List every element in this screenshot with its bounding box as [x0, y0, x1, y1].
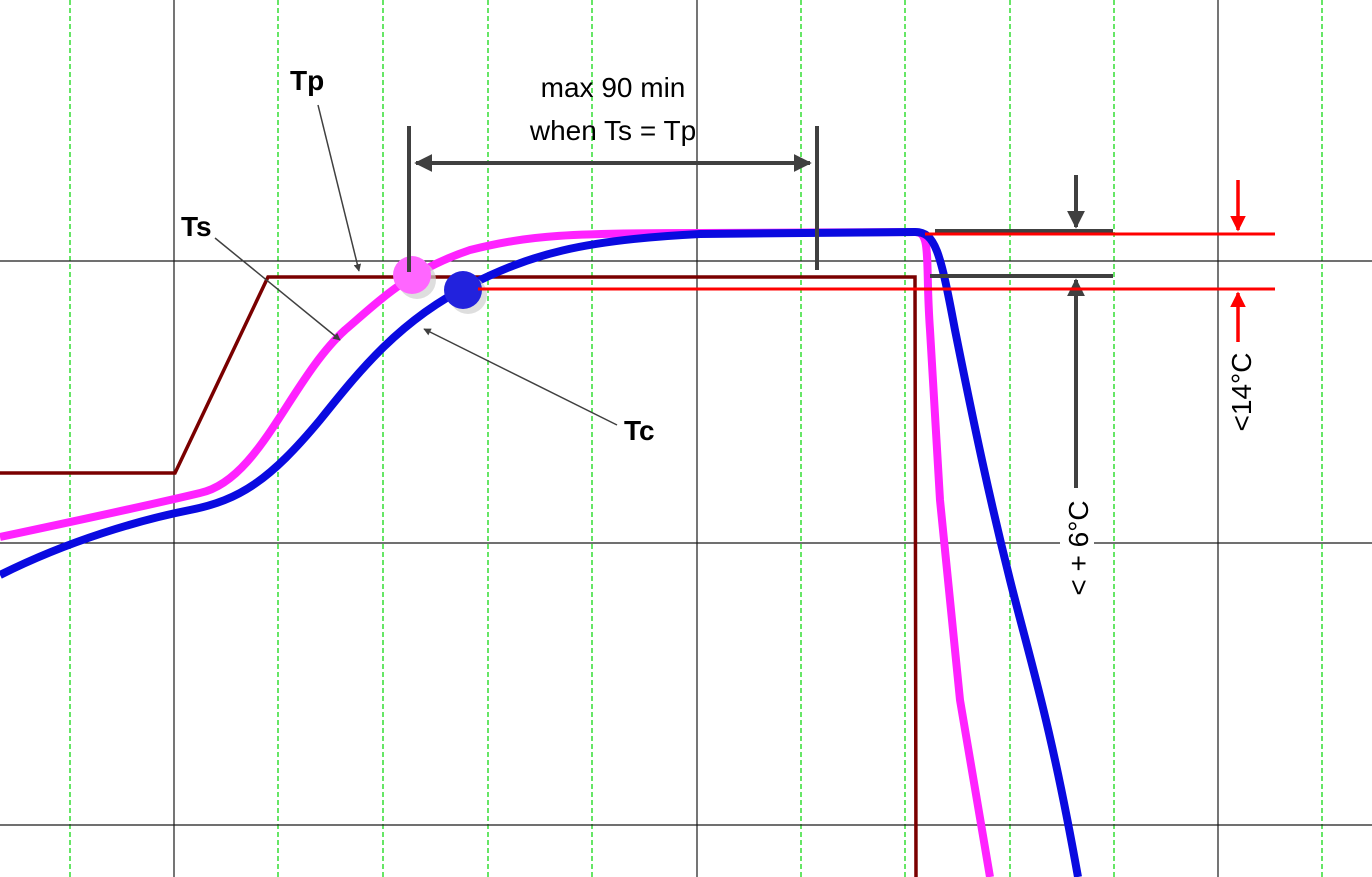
minor-grid: [69, 0, 1323, 877]
large-tolerance-label-bg: [1222, 342, 1256, 442]
tc-marker: [444, 271, 482, 309]
setpoint-curve: [0, 275, 918, 877]
tp-label: Tp: [290, 65, 324, 96]
duration-label-line1: max 90 min: [541, 72, 686, 103]
duration-label-line2: when Ts = Tp: [529, 115, 696, 146]
small-tolerance-label: < + 6°C: [1063, 500, 1094, 595]
large-tolerance-dimension: [478, 180, 1275, 345]
tp-pointer: [317, 104, 362, 272]
small-tolerance-dimension: [930, 175, 1113, 490]
ts-label: Ts: [181, 211, 212, 242]
large-tolerance-label: <14°C: [1226, 353, 1257, 432]
tc-pointer: [423, 328, 618, 426]
tp-marker: [393, 256, 431, 294]
surface-temp-curve-ts: [0, 227, 994, 877]
ts-pointer: [214, 237, 341, 341]
core-temp-curve-tc: [0, 227, 1082, 877]
tc-label: Tc: [624, 415, 655, 446]
small-tolerance-label-bg: [1060, 488, 1094, 608]
duration-dimension: [407, 126, 819, 272]
